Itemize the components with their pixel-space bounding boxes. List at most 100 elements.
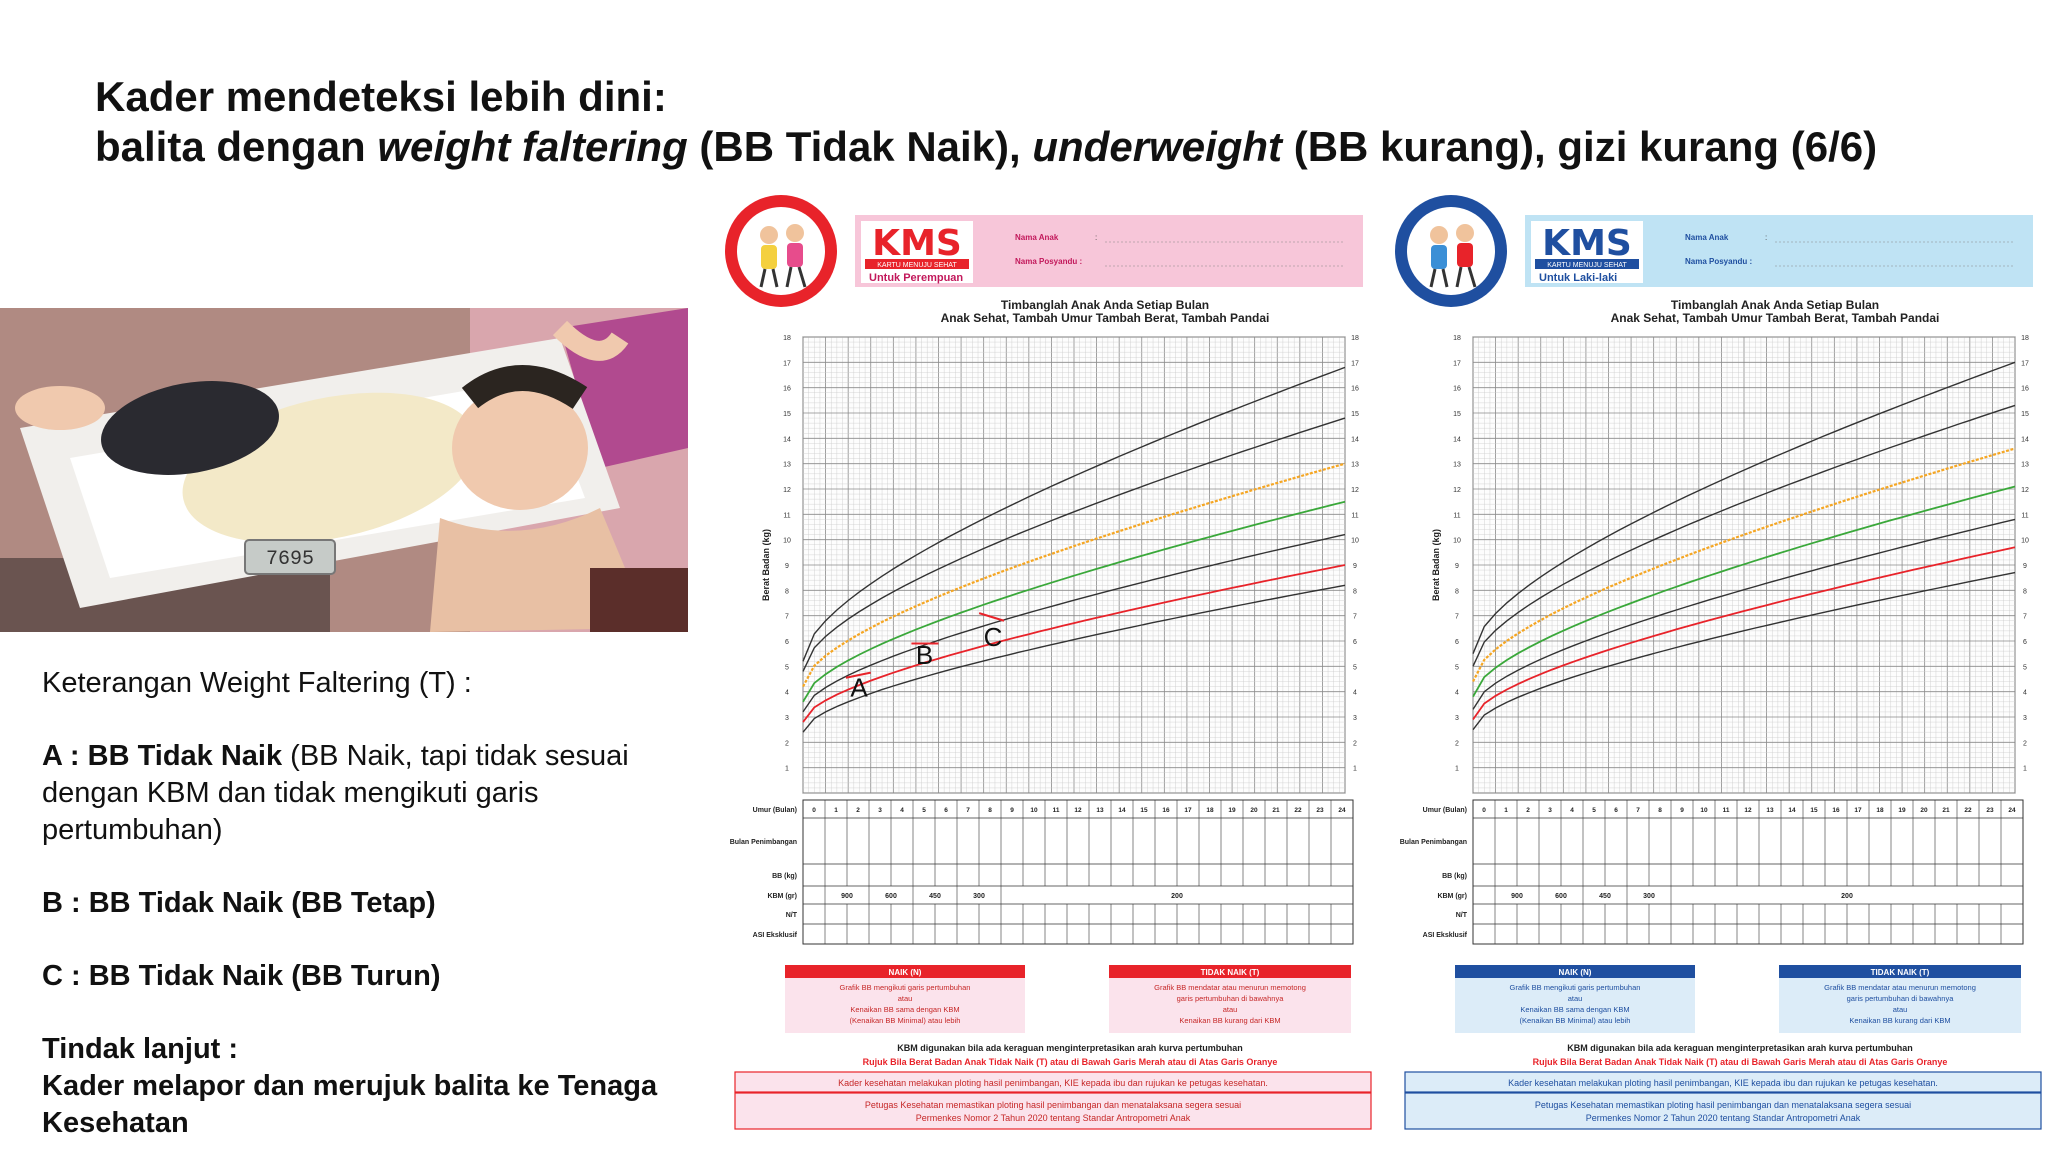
month-label: 21: [1942, 807, 1950, 814]
tidak-line: Grafik BB mendatar atau menurun memotong: [1154, 983, 1306, 992]
y-axis-label: Berat Badan (kg): [761, 529, 771, 601]
naik-title: NAIK (N): [1559, 968, 1592, 977]
kader-text: Kader kesehatan melakukan ploting hasil …: [1508, 1078, 1938, 1088]
y-tick-left: 3: [785, 715, 789, 722]
month-label: 11: [1723, 807, 1730, 814]
legend-item-a-label: A : BB Tidak Naik: [42, 740, 283, 772]
scale-display-text: 7695: [266, 548, 314, 571]
y-tick-right: 17: [1351, 360, 1359, 367]
month-label: 24: [2008, 807, 2016, 814]
kid-body-icon: [761, 245, 777, 269]
month-label: 6: [944, 807, 948, 814]
naik-box-header: [1455, 965, 1695, 978]
table-row-label: Bulan Penimbangan: [730, 839, 797, 846]
y-tick-right: 5: [1353, 664, 1357, 671]
tidak-box-header: [1109, 965, 1351, 978]
title-part: (BB Tidak Naik),: [687, 123, 1033, 170]
month-label: 5: [1592, 807, 1596, 814]
table-row-label: BB (kg): [772, 873, 797, 880]
y-tick-right: 17: [2021, 360, 2029, 367]
month-label: 5: [922, 807, 926, 814]
month-label: 8: [988, 807, 992, 814]
growth-curve: [1472, 485, 2016, 698]
y-tick-left: 11: [1453, 512, 1460, 519]
kid-body-icon: [1431, 245, 1447, 269]
y-tick-right: 18: [2021, 335, 2029, 342]
kid-leg: [797, 266, 807, 288]
y-tick-left: 4: [1455, 690, 1459, 697]
y-tick-left: 13: [783, 462, 791, 469]
kid-leg: [1467, 266, 1477, 288]
annotation-label-a: A: [850, 673, 868, 703]
y-tick-left: 10: [1453, 538, 1461, 545]
kbm-value: 450: [929, 893, 941, 900]
title-part: (BB kurang), gizi kurang (6/6): [1282, 123, 1878, 170]
month-label: 1: [834, 807, 838, 814]
field-name-label: Nama Anak: [1685, 233, 1729, 242]
month-label: 22: [1964, 807, 1972, 814]
kbm-note: KBM digunakan bila ada keraguan menginte…: [897, 1043, 1243, 1053]
kader-text: Kader kesehatan melakukan ploting hasil …: [838, 1078, 1268, 1088]
month-label: 12: [1744, 807, 1752, 814]
refer-note: Rujuk Bila Berat Badan Anak Tidak Naik (…: [1533, 1057, 1948, 1067]
month-label: 7: [966, 807, 970, 814]
growth-curve: [802, 462, 1346, 688]
month-label: 2: [1526, 807, 1530, 814]
growth-curve: [1472, 546, 2016, 721]
month-label: 8: [1658, 807, 1662, 814]
annotation-segment-c: [978, 612, 1005, 622]
tidak-line: atau: [1893, 1005, 1908, 1014]
month-label: 3: [1548, 807, 1552, 814]
y-tick-left: 15: [1453, 411, 1461, 418]
growth-curve: [802, 584, 1346, 733]
title-italic-weight-faltering: weight faltering: [377, 123, 688, 170]
y-tick-left: 5: [785, 664, 789, 671]
y-tick-right: 15: [1351, 411, 1359, 418]
month-label: 12: [1074, 807, 1082, 814]
table-row-label: Bulan Penimbangan: [1400, 839, 1467, 846]
refer-note: Rujuk Bila Berat Badan Anak Tidak Naik (…: [863, 1057, 1278, 1067]
y-tick-right: 9: [1353, 563, 1357, 570]
tidak-title: TIDAK NAIK (T): [1201, 968, 1260, 977]
kms-logo: KMS: [872, 223, 962, 264]
petugas-text-1: Petugas Kesehatan memastikan ploting has…: [1535, 1100, 1911, 1110]
y-tick-left: 17: [1453, 360, 1461, 367]
month-label: 10: [1030, 807, 1038, 814]
growth-curve: [802, 564, 1346, 723]
kms-logo: KMS: [1542, 223, 1632, 264]
y-tick-right: 10: [1351, 538, 1359, 545]
kms-card-girl: KMS KARTU MENUJU SEHAT Untuk Perempuan Nama…: [725, 195, 1375, 1145]
y-tick-right: 6: [2023, 639, 2027, 646]
emblem-inner: [737, 207, 825, 295]
month-label: 14: [1118, 807, 1126, 814]
month-label: 13: [1766, 807, 1774, 814]
naik-line: Grafik BB mengikuti garis pertumbuhan: [1510, 983, 1641, 992]
y-tick-right: 14: [2021, 436, 2029, 443]
month-label: 23: [1316, 807, 1324, 814]
y-tick-right: 11: [1351, 512, 1358, 519]
tidak-line: Grafik BB mendatar atau menurun memotong: [1824, 983, 1976, 992]
field-colon: :: [1095, 233, 1097, 242]
chart-heading-2: Anak Sehat, Tambah Umur Tambah Berat, Ta…: [941, 311, 1270, 325]
kid-leg: [1441, 268, 1449, 288]
field-posyandu-label: Nama Posyandu :: [1685, 257, 1752, 266]
month-label: 3: [878, 807, 882, 814]
y-tick-left: 18: [1453, 335, 1461, 342]
month-label: 20: [1920, 807, 1928, 814]
kader-box: [1404, 1071, 2042, 1093]
emblem-inner: [1407, 207, 1495, 295]
tidak-line: Kenaikan BB kurang dari KBM: [1849, 1016, 1950, 1025]
legend-item-a-desc: (BB Naik, tapi tidak sesuai dengan KBM d…: [42, 740, 629, 846]
followup-text-content: Kader melapor dan merujuk balita ke Tena…: [42, 1070, 658, 1139]
month-label: 21: [1272, 807, 1280, 814]
petugas-box: [734, 1092, 1372, 1130]
y-tick-right: 16: [2021, 386, 2029, 393]
growth-curve: [802, 500, 1346, 703]
tidak-title: TIDAK NAIK (T): [1871, 968, 1930, 977]
growth-curve: [802, 417, 1346, 672]
y-axis-label: Berat Badan (kg): [1431, 529, 1441, 601]
month-label: 22: [1294, 807, 1302, 814]
month-label: 16: [1162, 807, 1170, 814]
annotation-segment-a: [845, 671, 871, 679]
